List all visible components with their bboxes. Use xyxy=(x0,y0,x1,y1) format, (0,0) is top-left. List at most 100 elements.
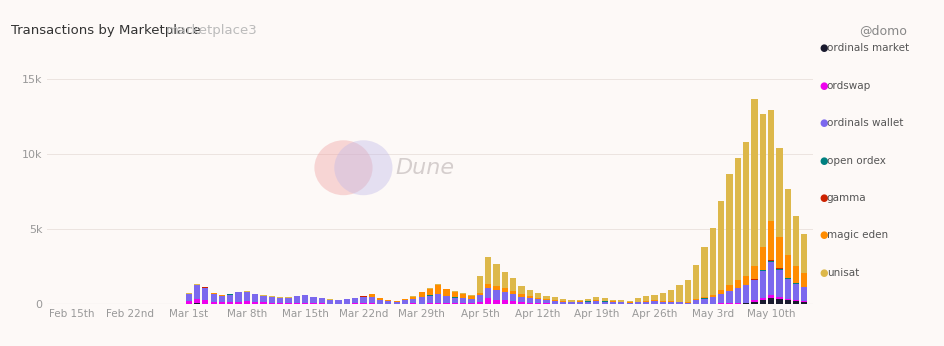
Bar xyxy=(401,299,408,300)
Bar xyxy=(759,247,765,270)
Bar xyxy=(726,303,732,304)
Bar xyxy=(584,299,591,301)
Bar xyxy=(733,303,740,304)
Bar xyxy=(792,284,799,300)
Bar xyxy=(443,296,449,303)
Bar xyxy=(518,302,524,304)
Bar xyxy=(767,110,773,221)
Bar xyxy=(643,302,649,304)
Bar xyxy=(617,300,624,302)
Bar xyxy=(650,300,657,301)
Ellipse shape xyxy=(334,140,392,195)
Bar xyxy=(327,300,333,303)
Bar xyxy=(626,302,632,303)
Bar xyxy=(194,285,200,299)
Bar xyxy=(709,228,716,295)
Bar xyxy=(327,303,333,304)
Bar xyxy=(393,301,399,302)
Bar xyxy=(294,303,299,304)
Bar xyxy=(277,303,283,304)
Bar xyxy=(526,298,532,302)
Bar xyxy=(477,293,482,295)
Bar xyxy=(460,298,466,303)
Bar xyxy=(609,301,615,302)
Bar xyxy=(377,298,382,300)
Bar xyxy=(684,303,690,304)
Bar xyxy=(551,300,557,301)
Bar xyxy=(733,158,740,281)
Bar xyxy=(427,295,432,303)
Bar xyxy=(601,301,607,304)
Bar xyxy=(709,297,716,304)
Bar xyxy=(767,221,773,260)
Bar xyxy=(717,290,723,294)
Bar xyxy=(784,299,790,300)
Bar xyxy=(750,280,757,300)
Bar xyxy=(767,298,773,304)
Bar xyxy=(393,302,399,304)
Bar xyxy=(310,303,316,304)
Bar xyxy=(493,290,499,300)
Bar xyxy=(418,303,424,304)
Bar xyxy=(726,291,732,303)
Bar xyxy=(484,298,491,304)
Bar xyxy=(551,301,557,303)
Bar xyxy=(501,272,508,289)
Text: marketplace3: marketplace3 xyxy=(165,24,257,37)
Bar xyxy=(526,290,532,296)
Bar xyxy=(451,298,458,303)
Bar xyxy=(435,294,441,303)
Bar xyxy=(560,299,565,301)
Bar xyxy=(700,247,707,297)
Bar xyxy=(543,300,549,303)
Bar xyxy=(750,300,757,302)
Bar xyxy=(435,303,441,304)
Bar xyxy=(617,302,624,304)
Bar xyxy=(626,301,632,302)
Text: ordinals wallet: ordinals wallet xyxy=(826,118,902,128)
Bar xyxy=(360,303,366,304)
Text: ●: ● xyxy=(819,118,827,128)
Bar xyxy=(302,302,308,304)
Bar xyxy=(717,303,723,304)
Text: open ordex: open ordex xyxy=(826,156,885,165)
Bar xyxy=(634,302,640,304)
Bar xyxy=(235,292,242,302)
Bar xyxy=(775,148,782,237)
Bar xyxy=(543,296,549,299)
Bar xyxy=(626,303,632,304)
Bar xyxy=(784,278,790,279)
Bar xyxy=(742,142,749,276)
Bar xyxy=(567,302,574,304)
Bar xyxy=(526,302,532,304)
Bar xyxy=(202,286,209,287)
Bar xyxy=(609,302,615,304)
Text: @domo: @domo xyxy=(858,24,906,37)
Bar xyxy=(742,276,749,285)
Bar xyxy=(194,284,200,285)
Bar xyxy=(493,286,499,290)
Bar xyxy=(318,303,325,304)
Bar xyxy=(477,295,482,302)
Bar xyxy=(784,279,790,299)
Bar xyxy=(792,266,799,283)
Bar xyxy=(510,301,515,304)
Bar xyxy=(650,301,657,304)
Bar xyxy=(518,297,524,302)
Bar xyxy=(717,201,723,290)
Bar xyxy=(543,299,549,300)
Bar xyxy=(759,300,765,304)
Bar xyxy=(468,303,474,304)
Bar xyxy=(593,300,598,301)
Bar xyxy=(244,292,250,301)
Bar xyxy=(792,300,799,301)
Bar xyxy=(784,189,790,255)
Bar xyxy=(775,299,782,304)
Bar xyxy=(185,294,192,301)
Bar xyxy=(750,279,757,280)
Bar xyxy=(285,298,292,303)
Bar xyxy=(576,301,582,302)
Bar xyxy=(501,300,508,304)
Bar xyxy=(717,294,723,303)
Bar xyxy=(534,303,541,304)
